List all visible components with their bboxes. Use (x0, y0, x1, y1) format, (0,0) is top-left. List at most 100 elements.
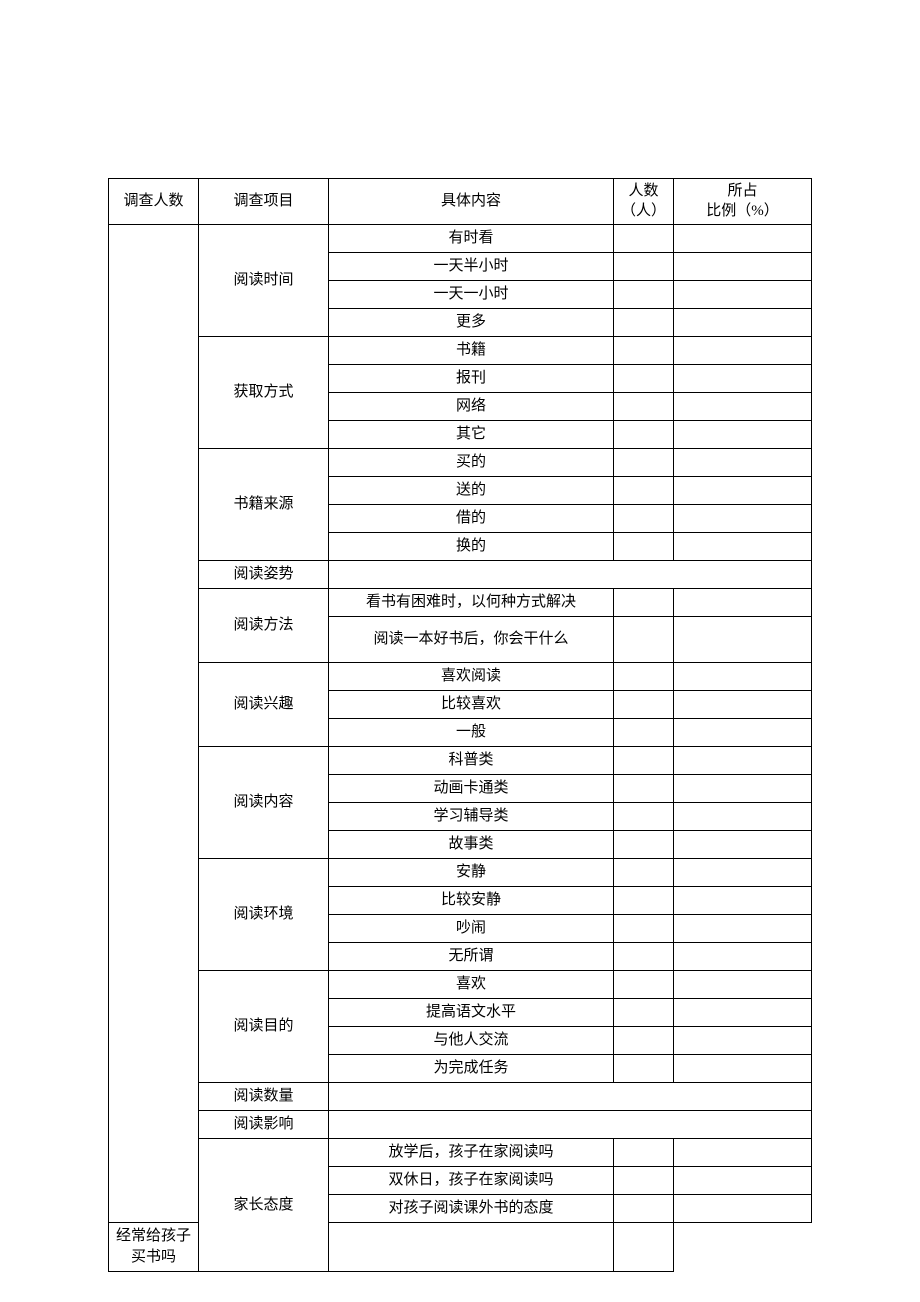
count-cell (614, 887, 674, 915)
content-cell: 网络 (329, 393, 614, 421)
table-body: 调查人数 调查项目 具体内容 人数 （人） 所占 比例（%） 阅读时间 有时看 … (109, 179, 812, 1272)
category-cell: 书籍来源 (199, 449, 329, 561)
header-percentage: 所占 比例（%） (674, 179, 812, 225)
content-cell: 书籍 (329, 337, 614, 365)
content-cell: 对孩子阅读课外书的态度 (329, 1195, 614, 1223)
category-cell: 阅读姿势 (199, 561, 329, 589)
percent-cell (674, 365, 812, 393)
content-cell: 一般 (329, 719, 614, 747)
content-cell: 其它 (329, 421, 614, 449)
percent-cell (674, 747, 812, 775)
content-cell: 与他人交流 (329, 1027, 614, 1055)
percent-cell (674, 449, 812, 477)
percent-cell (674, 393, 812, 421)
percent-cell (674, 719, 812, 747)
header-survey-count: 调查人数 (109, 179, 199, 225)
category-cell: 阅读目的 (199, 971, 329, 1083)
percent-cell (674, 859, 812, 887)
percent-cell (674, 915, 812, 943)
content-cell: 经常给孩子买书吗 (109, 1223, 199, 1272)
count-cell (614, 253, 674, 281)
percent-cell (674, 505, 812, 533)
percent-cell (674, 281, 812, 309)
count-cell (614, 775, 674, 803)
count-cell (614, 999, 674, 1027)
percent-cell (674, 803, 812, 831)
content-cell: 科普类 (329, 747, 614, 775)
table-row: 阅读姿势 (109, 561, 812, 589)
content-cell: 报刊 (329, 365, 614, 393)
content-cell: 为完成任务 (329, 1055, 614, 1083)
table-row: 书籍来源 买的 (109, 449, 812, 477)
content-cell: 有时看 (329, 225, 614, 253)
percent-cell (674, 1139, 812, 1167)
count-cell (614, 803, 674, 831)
count-cell (614, 1055, 674, 1083)
content-cell: 放学后，孩子在家阅读吗 (329, 1139, 614, 1167)
percent-cell (674, 1027, 812, 1055)
table-row: 阅读数量 (109, 1083, 812, 1111)
table-row: 阅读方法 看书有困难时，以何种方式解决 (109, 589, 812, 617)
category-cell: 阅读兴趣 (199, 663, 329, 747)
content-cell: 换的 (329, 533, 614, 561)
percent-cell (674, 617, 812, 663)
category-cell: 阅读方法 (199, 589, 329, 663)
count-cell (614, 691, 674, 719)
table-row: 阅读兴趣 喜欢阅读 (109, 663, 812, 691)
count-cell (614, 393, 674, 421)
header-people-count: 人数 （人） (614, 179, 674, 225)
content-cell: 送的 (329, 477, 614, 505)
count-cell (614, 663, 674, 691)
percent-cell (674, 831, 812, 859)
count-cell (614, 421, 674, 449)
content-cell: 喜欢阅读 (329, 663, 614, 691)
content-cell: 看书有困难时，以何种方式解决 (329, 589, 614, 617)
percent-cell (674, 943, 812, 971)
table-row: 阅读时间 有时看 (109, 225, 812, 253)
merged-cell (329, 1111, 812, 1139)
survey-count-cell (109, 225, 199, 1223)
table-row: 获取方式 书籍 (109, 337, 812, 365)
content-cell: 买的 (329, 449, 614, 477)
header-col5-line1: 所占 (727, 183, 757, 199)
content-cell: 喜欢 (329, 971, 614, 999)
header-col5-line2: 比例（%） (706, 203, 779, 219)
table-row: 家长态度 放学后，孩子在家阅读吗 (109, 1139, 812, 1167)
count-cell (614, 1139, 674, 1167)
percent-cell (674, 1167, 812, 1195)
content-cell: 无所谓 (329, 943, 614, 971)
percent-cell (674, 337, 812, 365)
category-cell: 家长态度 (199, 1139, 329, 1272)
content-cell: 一天半小时 (329, 253, 614, 281)
content-cell: 借的 (329, 505, 614, 533)
content-cell: 比较喜欢 (329, 691, 614, 719)
content-cell: 阅读一本好书后，你会干什么 (329, 617, 614, 663)
percent-cell (674, 225, 812, 253)
header-row: 调查人数 调查项目 具体内容 人数 （人） 所占 比例（%） (109, 179, 812, 225)
count-cell (614, 477, 674, 505)
count-cell (614, 337, 674, 365)
table-row: 阅读内容 科普类 (109, 747, 812, 775)
count-cell (614, 1167, 674, 1195)
percent-cell (674, 999, 812, 1027)
header-content: 具体内容 (329, 179, 614, 225)
header-survey-item: 调查项目 (199, 179, 329, 225)
percent-cell (674, 421, 812, 449)
merged-cell (329, 561, 812, 589)
category-cell: 阅读数量 (199, 1083, 329, 1111)
count-cell (614, 365, 674, 393)
count-cell (614, 943, 674, 971)
count-cell (614, 831, 674, 859)
count-cell (614, 449, 674, 477)
content-cell: 学习辅导类 (329, 803, 614, 831)
content-cell: 故事类 (329, 831, 614, 859)
table-row: 阅读影响 (109, 1111, 812, 1139)
count-cell (614, 589, 674, 617)
count-cell (614, 225, 674, 253)
category-cell: 阅读影响 (199, 1111, 329, 1139)
count-cell (614, 1195, 674, 1223)
content-cell: 比较安静 (329, 887, 614, 915)
count-cell (614, 1027, 674, 1055)
category-cell: 获取方式 (199, 337, 329, 449)
percent-cell (674, 971, 812, 999)
